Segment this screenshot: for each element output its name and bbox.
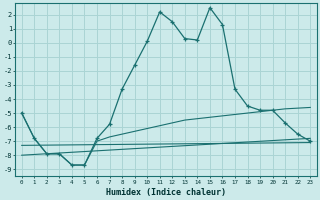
X-axis label: Humidex (Indice chaleur): Humidex (Indice chaleur) [106,188,226,197]
